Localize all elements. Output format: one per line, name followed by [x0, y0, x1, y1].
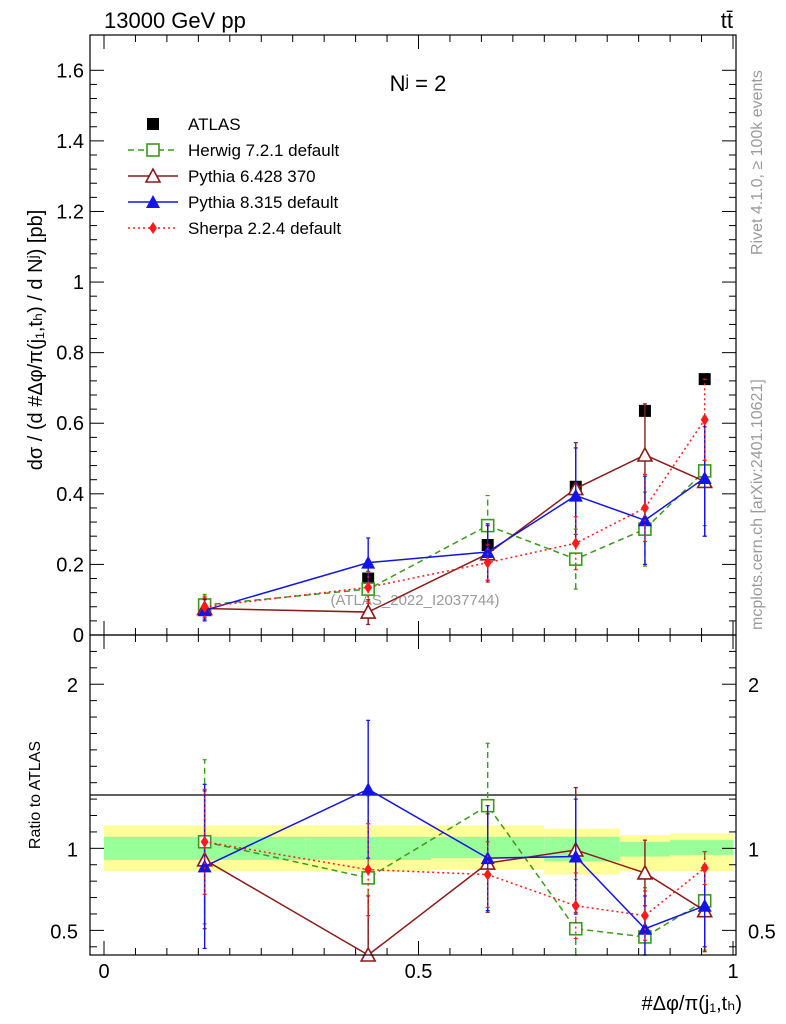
legend-item-sherpa: Sherpa 2.2.4 default: [128, 219, 341, 238]
ratio-line-herwig: [204, 804, 706, 938]
ratio-ytick-label-right: 0.5: [748, 921, 776, 943]
legend-marker-atlas: [147, 118, 159, 130]
data-point-pythia8: [480, 545, 495, 559]
data-point-sherpa: [571, 537, 580, 550]
ratio-xtick-label: 1: [727, 961, 738, 983]
legend-item-pythia6: Pythia 6.428 370: [128, 167, 316, 186]
ratio-xlabel: #Δφ/π(j₁,tₕ): [641, 993, 742, 1015]
legend-marker-herwig: [146, 143, 160, 157]
ratio-point-sherpa: [483, 868, 492, 881]
ratio-point-sherpa: [700, 862, 709, 875]
ratio-ytick-label: 2: [67, 675, 78, 697]
legend-label-pythia6: Pythia 6.428 370: [188, 167, 316, 186]
ratio-line-pythia6: [204, 849, 706, 956]
data-point-sherpa: [200, 600, 209, 613]
ratio-frame: [89, 634, 737, 956]
ratio-ylabel: Ratio to ATLAS: [27, 741, 44, 849]
ratio-series-pythia8: [197, 719, 712, 956]
data-point-sherpa: [483, 556, 492, 569]
main-title: Nʲ = 2: [390, 71, 447, 96]
legend-marker-pythia6: [144, 167, 162, 183]
ratio-point-sherpa: [571, 899, 580, 912]
legend-label-atlas: ATLAS: [188, 115, 241, 134]
ratio-point-sherpa: [640, 909, 649, 922]
ratio-panel: 0.5 0.5 1 1 2 2 0 0.5 1: [50, 634, 776, 983]
main-ytick-label: 1.6: [56, 60, 84, 82]
series-line-herwig: [204, 470, 706, 606]
series-atlas: [198, 373, 711, 613]
energy-label: 13000 GeV pp: [104, 8, 246, 33]
uncertainty-band-inner: [544, 836, 620, 862]
ratio-line-sherpa: [204, 841, 706, 917]
series-pythia8: [197, 419, 712, 622]
series-line-sherpa: [204, 419, 706, 608]
legend-item-atlas: ATLAS: [147, 115, 241, 134]
ratio-point-pythia8: [697, 898, 712, 912]
main-ytick-label: 0.4: [56, 484, 84, 506]
ratio-point-pythia8: [197, 859, 212, 873]
ratio-ytick-label-right: 2: [748, 675, 759, 697]
data-point-pythia8: [361, 555, 376, 569]
ratio-series-sherpa: [200, 788, 709, 941]
watermark: (ATLAS_2022_I2037744): [330, 592, 499, 609]
ratio-point-pythia6: [636, 864, 654, 880]
ratio-xtick-label: 0: [98, 961, 109, 983]
rivet-label: Rivet 4.1.0, ≥ 100k events: [749, 70, 766, 255]
main-ytick-label: 0.6: [56, 413, 84, 435]
data-point-pythia6: [636, 446, 654, 462]
main-panel: (ATLAS_2022_I2037744) 0 0.2 0.4 0.6 0.8 1 1.2 1…: [56, 34, 737, 647]
ratio-ytick-label: 1: [67, 839, 78, 861]
main-ytick-label: 0.2: [56, 554, 84, 576]
legend-label-pythia8: Pythia 8.315 default: [188, 193, 339, 212]
ratio-point-pythia8: [568, 849, 583, 863]
series-sherpa: [200, 378, 709, 618]
data-point-sherpa: [700, 413, 709, 426]
main-ytick-label: 1: [73, 272, 84, 294]
ratio-ytick-label-right: 1: [748, 839, 759, 861]
legend-label-herwig: Herwig 7.2.1 default: [188, 141, 339, 160]
main-ytick-label: 1.2: [56, 201, 84, 223]
mcplots-label: mcplots.cern.ch [arXiv:2401.10621]: [749, 379, 766, 630]
series-line-pythia6: [204, 454, 705, 613]
ratio-series-pythia6: [196, 787, 714, 962]
ratio-xtick-label: 0.5: [405, 961, 433, 983]
data-point-pythia8: [568, 488, 583, 502]
ratio-point-pythia8: [361, 782, 376, 796]
main-ytick-label: 0.8: [56, 343, 84, 365]
process-label: tt̄: [721, 8, 733, 33]
ratio-point-sherpa: [200, 835, 209, 848]
main-ylabel: dσ / (d #Δφ/π(j₁,tₕ) / d Nʲ) [pb]: [25, 210, 47, 471]
data-point-pythia6: [359, 603, 377, 619]
main-ytick-label: 0: [73, 625, 84, 647]
main-frame: [89, 34, 737, 636]
legend-label-sherpa: Sherpa 2.2.4 default: [188, 219, 341, 238]
ratio-line-pythia8: [204, 788, 705, 930]
uncertainty-band-inner: [670, 840, 733, 855]
legend-item-herwig: Herwig 7.2.1 default: [128, 141, 339, 160]
legend-marker-pythia8: [146, 195, 160, 208]
legend-marker-sherpa: [149, 222, 157, 234]
data-point-pythia8: [697, 470, 712, 484]
main-ytick-label: 1.4: [56, 131, 84, 153]
ratio-point-sherpa: [364, 863, 373, 876]
legend: ATLAS Herwig 7.2.1 default Pythia 6.428 37…: [128, 115, 341, 238]
legend-item-pythia8: Pythia 8.315 default: [128, 193, 339, 212]
data-point-sherpa: [364, 581, 373, 594]
data-point-sherpa: [640, 501, 649, 514]
ratio-point-pythia8: [480, 851, 495, 865]
ratio-ytick-label: 0.5: [50, 921, 78, 943]
series-line-pythia8: [204, 477, 706, 612]
